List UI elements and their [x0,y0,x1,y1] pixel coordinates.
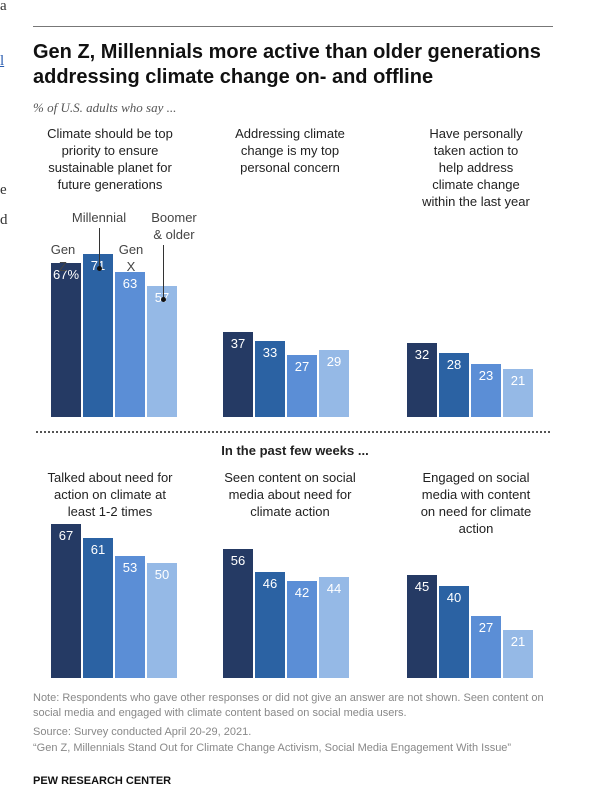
bar-value-label: 21 [510,372,526,388]
panel-title-1: Climate should be top priority to ensure s… [15,125,205,193]
panel-title-line: Talked about need for [47,470,173,485]
bar-value-label: 27 [478,619,494,635]
bar-value-label: 37 [230,335,246,351]
bar-gen_x [287,354,317,417]
panel-title-line: priority to ensure [61,143,159,158]
chart-note: Note: Respondents who gave other respons… [33,692,544,719]
bar-gen_x [115,272,145,417]
panel-title-line: action [458,521,494,536]
bar-value-label: 46 [262,576,278,592]
top-rule [33,26,553,27]
bar-gen_z [51,262,81,417]
bar-boomer [503,368,533,417]
bar-millennial [83,537,113,678]
bar-value-label: 56 [230,553,246,569]
bar-gen_x [471,364,501,417]
panel-title-line: climate action [250,504,330,519]
panel-title-4: Talked about need for action on climate a… [15,469,205,520]
panel-title-line: Addressing climate [235,126,345,141]
bar-value-label: 42 [294,585,310,601]
bar-millennial [255,341,285,417]
panel-title-line: Seen content on social [224,470,356,485]
bar-boomer [147,563,177,678]
bar-value-label: 67% [52,266,80,282]
panel-title-line: Climate should be top [47,126,173,141]
bar-value-label: 67 [58,527,74,543]
edge-link[interactable]: l [0,53,5,69]
panel-title-2: Addressing climate change is my top person… [195,125,385,176]
panel-title-line: action on climate at [53,487,166,502]
panel-title-5: Seen content on social media about need f… [195,469,385,520]
bar-value-label: 27 [294,358,310,374]
legend-millennial: Millennial [71,210,127,225]
panel-title-line: help address [438,160,514,175]
bar-millennial [439,586,469,678]
panel-title-line: within the last year [422,194,530,209]
bar-value-label: 23 [478,368,494,384]
boomer-callout-line [163,245,164,299]
panel-title-line: media about need for [228,487,352,502]
bar-value-label: 61 [90,541,106,557]
panel-title-3: Have personally taken action to help addre… [381,125,571,210]
legend-genz-line2: Z [59,259,67,274]
bar-value-label: 28 [446,356,462,372]
bar-value-label: 29 [326,354,342,370]
edge-text-3: d [0,212,8,228]
bar-boomer [503,629,533,678]
section-label: In the past few weeks ... [221,443,369,458]
panel-title-line: media with content [421,487,531,502]
panel-title-line: change is my top [240,143,340,158]
bar-value-label: 50 [154,567,170,582]
bar-value-label: 44 [326,580,342,596]
bar-value-label: 33 [262,345,278,361]
millennial-callout-line [99,228,100,268]
bar-boomer [147,285,177,417]
bar-value-label: 40 [446,590,462,605]
panel-title-line: sustainable planet for [48,160,172,175]
bar-millennial [439,352,469,417]
edge-text-1: a [0,0,7,14]
panel-title-6: Engaged on social media with content on ne… [381,469,571,537]
bar-boomer [319,576,349,678]
bar-millennial [255,572,285,678]
legend-genx-line2: X [126,259,136,274]
bar-gen_z [407,343,437,417]
bar-millennial [83,253,113,417]
panel-title-line: on need for climate [420,504,532,519]
edge-text-2: e [0,182,7,198]
chart-report: “Gen Z, Millennials Stand Out for Climat… [33,742,512,754]
panel-title-line: personal concern [240,160,340,175]
panel-title-line: climate change [432,177,520,192]
pew-logo: PEW RESEARCH CENTER [33,775,172,787]
panel-title-line: Engaged on social [422,470,530,485]
panel-title-line: future generations [57,177,163,192]
bar-gen_z [407,574,437,678]
legend-genx-line1: Gen [118,242,144,257]
boomer-callout-dot [161,297,166,302]
chart-title: Gen Z, Millennials more active than olde… [33,41,541,88]
panel-title-line: least 1-2 times [67,504,153,519]
bar-gen_z [51,523,81,678]
millennial-callout-dot [97,266,102,271]
bar-gen_x [471,615,501,678]
chart-source: Source: Survey conducted April 20-29, 20… [33,726,252,738]
panel-title-line: taken action to [433,143,519,158]
chart-subtitle: % of U.S. adults who say ... [33,100,177,115]
legend-genz-line1: Gen [50,242,76,257]
bar-value-label: 53 [122,560,138,576]
bar-gen_x [287,581,317,678]
section-divider [36,431,550,433]
bar-gen_z [223,549,253,678]
legend-boomer-line2: & older [153,227,195,242]
bar-value-label: 32 [414,347,430,363]
bar-gen_z [223,331,253,417]
bar-value-label: 45 [414,578,430,594]
bar-boomer [319,350,349,417]
bar-value-label: 63 [122,276,138,292]
panel-title-line: Have personally [429,126,523,141]
legend-boomer-line1: Boomer [151,210,197,225]
bar-gen_x [115,556,145,678]
bar-value-label: 21 [510,633,526,649]
